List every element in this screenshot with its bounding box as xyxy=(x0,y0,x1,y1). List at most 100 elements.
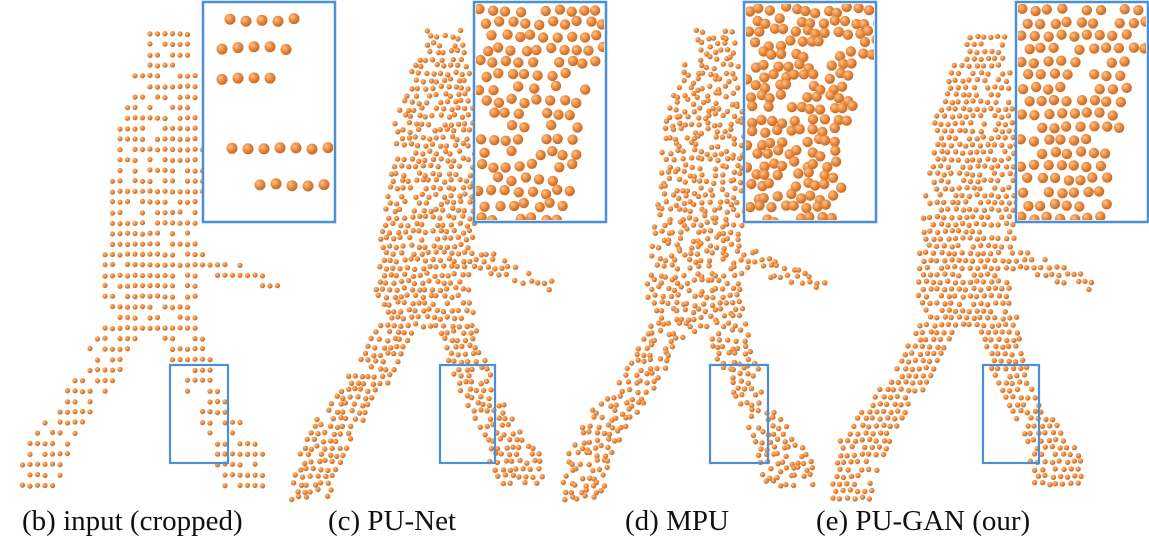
point xyxy=(707,54,713,60)
point xyxy=(463,379,469,385)
point xyxy=(169,273,176,279)
point xyxy=(941,345,947,351)
point xyxy=(362,350,369,357)
point xyxy=(705,236,711,242)
point xyxy=(503,271,509,277)
point xyxy=(577,461,583,467)
point xyxy=(222,409,228,415)
point xyxy=(154,199,161,205)
point xyxy=(334,453,340,460)
point xyxy=(962,84,969,91)
point xyxy=(154,220,161,226)
point xyxy=(677,120,683,127)
point xyxy=(854,488,861,495)
zoom-point xyxy=(1068,160,1079,171)
zoom-inset-frame xyxy=(201,0,337,224)
point xyxy=(1010,207,1016,213)
point xyxy=(420,324,427,330)
point xyxy=(139,178,146,184)
point xyxy=(667,219,673,225)
point xyxy=(978,69,985,76)
zoom-point xyxy=(270,178,282,190)
point xyxy=(410,214,416,220)
point xyxy=(487,372,494,378)
point xyxy=(132,188,138,194)
point xyxy=(460,272,466,278)
point xyxy=(517,429,523,435)
point xyxy=(710,294,716,301)
point xyxy=(184,83,191,89)
point xyxy=(502,472,509,478)
point xyxy=(801,473,807,479)
point xyxy=(852,496,858,502)
point xyxy=(1023,364,1030,371)
zoom-point xyxy=(1018,211,1027,220)
point xyxy=(995,134,1001,140)
point xyxy=(117,178,123,184)
point xyxy=(641,358,647,364)
point xyxy=(139,262,146,268)
point xyxy=(1088,279,1095,286)
point xyxy=(438,99,444,106)
point xyxy=(457,176,463,183)
point xyxy=(961,177,967,184)
point xyxy=(124,157,131,163)
point xyxy=(948,170,954,176)
zoom-point xyxy=(1082,212,1093,220)
point xyxy=(147,115,153,121)
point xyxy=(657,356,664,362)
point xyxy=(942,301,948,307)
point xyxy=(328,487,334,493)
zoom-point xyxy=(542,107,553,119)
zoom-point xyxy=(492,171,504,183)
point xyxy=(154,115,161,121)
point xyxy=(177,125,183,131)
zoom-point xyxy=(762,214,773,220)
point xyxy=(946,134,952,141)
zoom-point xyxy=(768,158,780,169)
point xyxy=(394,343,400,350)
point xyxy=(752,392,759,398)
point xyxy=(117,157,123,163)
point xyxy=(851,423,857,430)
point xyxy=(712,166,719,172)
crop-region-box xyxy=(708,363,770,465)
zoom-point xyxy=(1049,123,1060,134)
point xyxy=(357,386,363,392)
point xyxy=(102,293,108,299)
point xyxy=(1042,430,1048,436)
point xyxy=(419,237,425,243)
point xyxy=(385,338,391,344)
zoom-point xyxy=(774,13,785,24)
point xyxy=(394,201,400,207)
point xyxy=(169,41,176,48)
point xyxy=(102,282,108,288)
point xyxy=(1002,34,1008,40)
point xyxy=(645,294,651,300)
point xyxy=(962,128,968,134)
point xyxy=(956,301,963,307)
point xyxy=(1007,70,1013,76)
point xyxy=(124,273,131,279)
point xyxy=(1003,380,1009,386)
point xyxy=(333,438,339,445)
point xyxy=(1007,229,1013,235)
point xyxy=(430,156,437,162)
point xyxy=(996,207,1002,213)
point xyxy=(408,141,415,147)
point xyxy=(1052,451,1058,457)
point xyxy=(995,76,1002,83)
zoom-point xyxy=(547,175,558,187)
zoom-point xyxy=(557,150,568,161)
point xyxy=(510,472,517,478)
point xyxy=(649,253,655,259)
point xyxy=(440,222,446,228)
point xyxy=(464,323,470,330)
point xyxy=(406,164,412,170)
point xyxy=(132,241,138,247)
point xyxy=(999,142,1005,148)
point xyxy=(969,228,975,235)
point xyxy=(207,388,213,394)
point xyxy=(237,472,243,478)
point xyxy=(419,221,425,228)
